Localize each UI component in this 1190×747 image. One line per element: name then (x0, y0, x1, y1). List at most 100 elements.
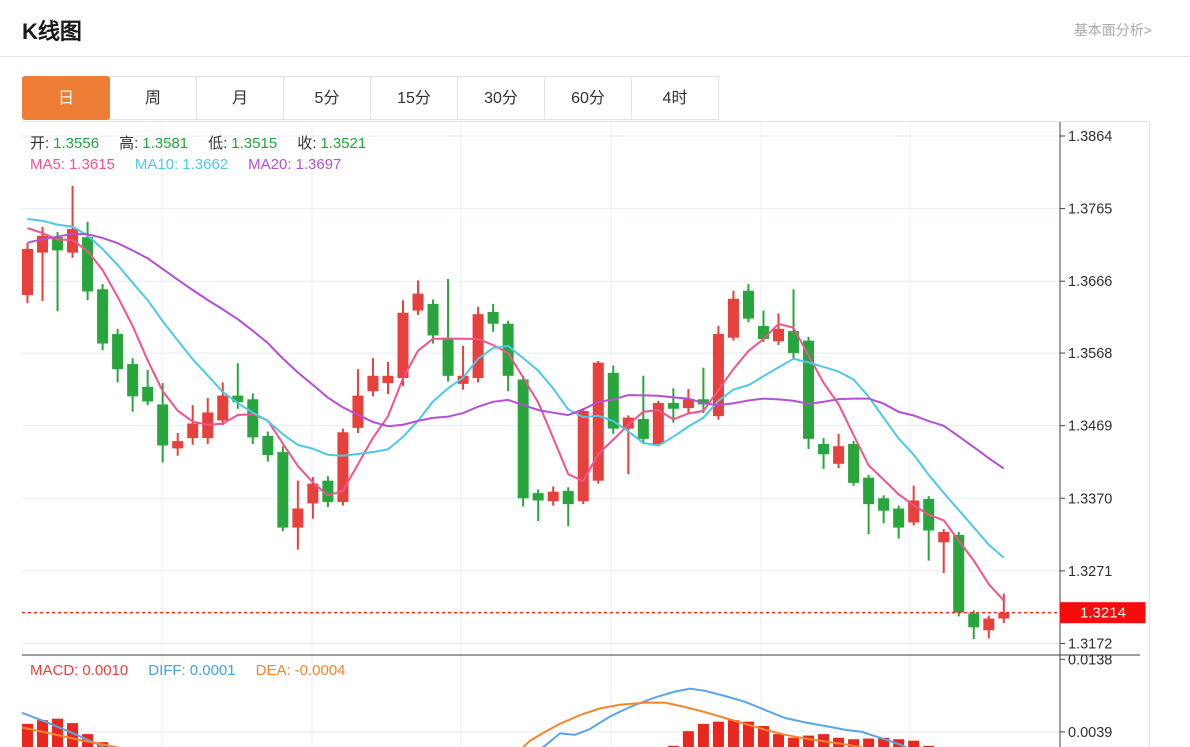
macd-bar (697, 723, 709, 747)
candle (637, 419, 649, 439)
diff-line (22, 687, 908, 747)
axis-label: 1.3370 (1068, 491, 1112, 507)
axis-label: 1.3864 (1068, 129, 1112, 145)
candle (983, 618, 995, 631)
tab-30分[interactable]: 30分 (457, 76, 545, 120)
candle (382, 375, 394, 384)
candle (998, 612, 1010, 619)
tab-15分[interactable]: 15分 (370, 76, 458, 120)
candle (142, 386, 154, 402)
tab-4时[interactable]: 4时 (631, 76, 719, 120)
axis-label: 1.3568 (1068, 346, 1112, 362)
candle (187, 423, 199, 439)
candle (712, 334, 724, 417)
candle (878, 498, 890, 511)
candle (682, 399, 694, 409)
candle (22, 248, 33, 296)
candle (322, 480, 334, 502)
candle (487, 312, 499, 324)
macd-bar (37, 720, 49, 747)
macd-bar (52, 718, 64, 747)
legend-item: DIFF: 0.0001 (148, 662, 236, 679)
candle (127, 364, 139, 397)
tab-5分[interactable]: 5分 (283, 76, 371, 120)
candle (97, 289, 109, 344)
tab-月[interactable]: 月 (196, 76, 284, 120)
candle (262, 435, 274, 455)
candle (908, 500, 920, 523)
macd-bar (908, 740, 920, 747)
candle (427, 303, 439, 336)
candle (757, 325, 769, 340)
ma20-line (27, 232, 1005, 470)
candle (833, 446, 845, 464)
candle (442, 337, 454, 376)
tabbar-underline (22, 121, 1150, 122)
macd-legend: MACD: 0.0010 DIFF: 0.0001 DEA: -0.0004 (30, 662, 366, 679)
legend-item: 开: 1.3556 (30, 135, 100, 152)
legend-item: 低: 1.3515 (208, 135, 278, 152)
candle (247, 399, 259, 438)
candle (592, 362, 604, 481)
candle (697, 399, 709, 405)
candle (472, 314, 484, 378)
candle (727, 298, 739, 338)
tab-日[interactable]: 日 (22, 76, 110, 120)
candle (292, 508, 304, 528)
macd-bar (742, 721, 754, 747)
candle (622, 417, 634, 429)
candle (848, 444, 860, 483)
candle (547, 491, 559, 502)
candle (412, 293, 424, 311)
chart-canvas[interactable]: 1.3864 1.3765 1.3666 1.3568 1.3469 1.3370 1.32… (22, 122, 1150, 747)
macd-bar (773, 734, 784, 747)
macd-bar (788, 737, 800, 747)
candle (307, 483, 319, 504)
candle (788, 331, 800, 354)
title-divider (0, 56, 1190, 57)
candle (562, 490, 574, 505)
axis-label: 0.0039 (1068, 725, 1112, 741)
legend-item: MACD: 0.0010 (30, 662, 129, 679)
macd-bar (682, 731, 694, 747)
candle (52, 237, 64, 251)
ma5-line (27, 227, 1005, 602)
macd-bar (833, 737, 845, 747)
tab-60分[interactable]: 60分 (544, 76, 632, 120)
candle (337, 432, 349, 502)
current-price-badge-text: 1.3214 (1080, 605, 1126, 622)
candle (457, 375, 469, 384)
candle (172, 441, 184, 449)
candle (37, 235, 49, 253)
ma-legend: MA5: 1.3615 MA10: 1.3662 MA20: 1.3697 (30, 156, 361, 173)
candle (502, 323, 514, 376)
candle (652, 402, 664, 444)
candle (818, 444, 830, 455)
legend-item: 收: 1.3521 (297, 135, 367, 152)
candle (938, 532, 950, 543)
candle (517, 379, 529, 499)
macd-bar (848, 739, 860, 747)
macd-bar (878, 737, 890, 747)
candle (352, 395, 364, 428)
candle (277, 452, 289, 528)
candle (157, 404, 169, 446)
axis-label: 1.3172 (1068, 636, 1112, 652)
ohlc-legend: 开: 1.3556 高: 1.3581 低: 1.3515 收: 1.3521 (30, 132, 386, 153)
candle (863, 477, 875, 505)
ma10-line (27, 218, 1005, 559)
axis-label: 1.3469 (1068, 419, 1112, 435)
axis-label: 0.0138 (1068, 652, 1112, 668)
macd-bar (712, 721, 724, 747)
fundamental-analysis-link[interactable]: 基本面分析> (1073, 22, 1152, 38)
current-price-badge (1059, 602, 1146, 624)
candle (397, 312, 409, 378)
macd-bar (803, 735, 815, 747)
tab-周[interactable]: 周 (109, 76, 197, 120)
macd-bar (757, 726, 769, 747)
axis-label: 1.3765 (1068, 202, 1112, 218)
candle (82, 237, 94, 292)
legend-item: DEA: -0.0004 (255, 662, 346, 679)
candle (217, 395, 229, 421)
